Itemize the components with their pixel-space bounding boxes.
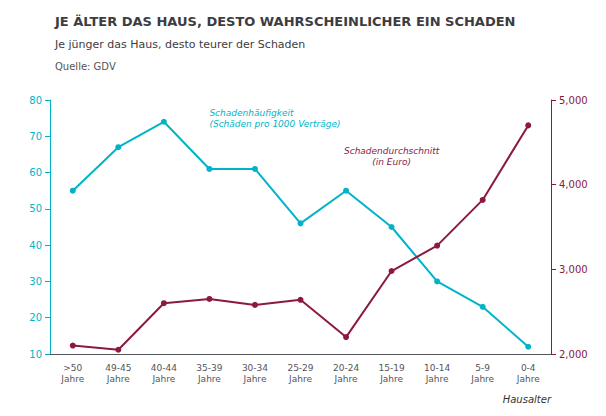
svg-text:10: 10 [29, 349, 42, 360]
svg-text:Schadendurchschnitt: Schadendurchschnitt [344, 146, 440, 156]
svg-text:(in Euro): (in Euro) [372, 157, 411, 167]
svg-text:(Schäden pro 1000 Verträge): (Schäden pro 1000 Verträge) [209, 119, 340, 129]
svg-text:35-39: 35-39 [196, 363, 222, 373]
svg-text:Jahre: Jahre [425, 374, 449, 384]
svg-text:30: 30 [29, 276, 42, 287]
svg-text:20-24: 20-24 [333, 363, 359, 373]
svg-text:20: 20 [29, 312, 42, 323]
svg-text:70: 70 [29, 131, 42, 142]
svg-text:49-45: 49-45 [105, 363, 131, 373]
svg-text:Je jünger das Haus, desto teur: Je jünger das Haus, desto teurer der Sch… [54, 38, 305, 51]
svg-text:Jahre: Jahre [242, 374, 266, 384]
svg-text:Jahre: Jahre [60, 374, 84, 384]
svg-text:50: 50 [29, 203, 42, 214]
svg-text:15-19: 15-19 [379, 363, 405, 373]
svg-text:60: 60 [29, 167, 42, 178]
svg-text:Quelle: GDV: Quelle: GDV [55, 61, 116, 72]
svg-text:40-44: 40-44 [151, 363, 177, 373]
svg-text:Jahre: Jahre [151, 374, 175, 384]
svg-text:5-9: 5-9 [475, 363, 490, 373]
svg-text:10-14: 10-14 [424, 363, 450, 373]
svg-text:Jahre: Jahre [334, 374, 358, 384]
svg-text:25-29: 25-29 [287, 363, 313, 373]
svg-text:Jahre: Jahre [106, 374, 130, 384]
svg-text:40: 40 [29, 240, 42, 251]
svg-text:Jahre: Jahre [197, 374, 221, 384]
svg-text:3,000: 3,000 [559, 264, 588, 275]
svg-text:5,000: 5,000 [559, 95, 588, 106]
svg-text:JE ÄLTER DAS HAUS, DESTO WAHRS: JE ÄLTER DAS HAUS, DESTO WAHRSCHEINLICHE… [54, 14, 515, 29]
svg-text:Schadenhäufigkeit: Schadenhäufigkeit [209, 108, 294, 118]
svg-text:Jahre: Jahre [516, 374, 540, 384]
svg-text:2,000: 2,000 [559, 349, 588, 360]
svg-text:Jahre: Jahre [288, 374, 312, 384]
svg-text:80: 80 [29, 95, 42, 106]
svg-text:>50: >50 [63, 363, 82, 373]
svg-text:Jahre: Jahre [379, 374, 403, 384]
svg-text:30-34: 30-34 [242, 363, 268, 373]
svg-text:4,000: 4,000 [559, 179, 588, 190]
svg-text:0-4: 0-4 [521, 363, 536, 373]
svg-text:Hausalter: Hausalter [503, 394, 552, 405]
svg-text:Jahre: Jahre [470, 374, 494, 384]
